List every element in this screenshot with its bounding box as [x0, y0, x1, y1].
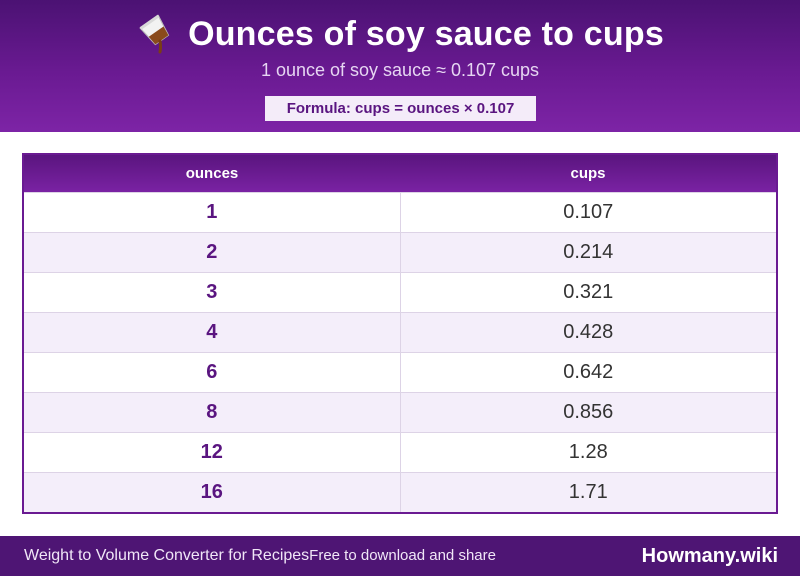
column-header-ounces: ounces [185, 164, 239, 182]
table-row: 16 1.71 [24, 471, 776, 512]
cups-cell: 0.428 [400, 311, 776, 352]
footer-bar: Weight to Volume Converter for RecipesFr… [0, 536, 800, 576]
ounces-cell: 6 [24, 351, 401, 392]
ounces-cell: 16 [24, 471, 401, 512]
ounces-cell: 8 [24, 391, 401, 432]
cups-cell: 0.642 [400, 351, 776, 392]
formula-badge: Formula: cups = ounces × 0.107 [265, 96, 536, 121]
table-row: 6 0.642 [24, 351, 776, 392]
cups-cell: 0.856 [400, 391, 776, 432]
ounces-cell: 12 [24, 431, 401, 472]
conversion-summary: 1 ounce of soy sauce ≈ 0.107 cups [260, 60, 540, 80]
cups-cell: 0.214 [400, 231, 776, 272]
ounces-cell: 3 [24, 271, 401, 312]
page-title: Ounces of soy sauce to cups [188, 14, 664, 53]
cups-cell: 1.71 [400, 471, 776, 512]
ounces-cell: 4 [24, 311, 401, 352]
table-row: 4 0.428 [24, 311, 776, 352]
conversion-table: ounces cups 1 0.107 2 0.214 3 0.321 4 0.… [24, 155, 776, 512]
table-row: 2 0.214 [24, 231, 776, 272]
table-row: 12 1.28 [24, 431, 776, 472]
conversion-table-container: ounces cups 1 0.107 2 0.214 3 0.321 4 0.… [22, 153, 778, 514]
cups-cell: 0.321 [400, 271, 776, 312]
footer-subtagline: Free to download and share [309, 547, 496, 564]
ounces-cell: 1 [24, 191, 401, 232]
footer-tagline: Weight to Volume Converter for Recipes [24, 547, 310, 564]
brand-logo-text[interactable]: Howmany.wiki [641, 545, 778, 567]
ounces-cell: 2 [24, 231, 401, 272]
table-row: 1 0.107 [24, 191, 776, 232]
pouring-cup-icon [136, 14, 174, 54]
header-banner: Ounces of soy sauce to cups 1 ounce of s… [0, 0, 800, 132]
cups-cell: 1.28 [400, 431, 776, 472]
table-row: 8 0.856 [24, 391, 776, 432]
footer-tagline-group: Weight to Volume Converter for RecipesFr… [24, 547, 496, 565]
table-header-row: ounces cups [24, 155, 776, 192]
cups-cell: 0.107 [400, 191, 776, 232]
table-row: 3 0.321 [24, 271, 776, 312]
column-header-cups: cups [570, 164, 606, 182]
title-row: Ounces of soy sauce to cups [0, 12, 800, 56]
